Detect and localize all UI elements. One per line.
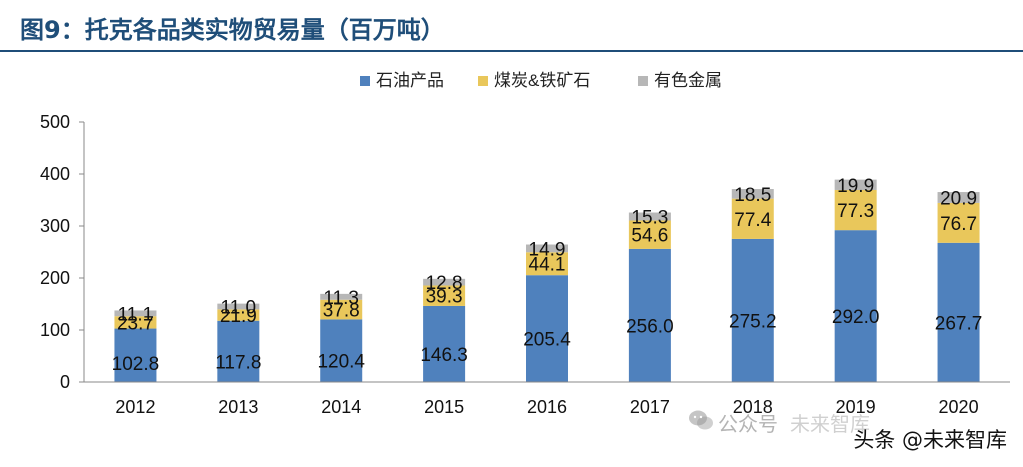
y-tick-label-500: 500 [40,112,70,132]
toutiao-watermark: 头条 @未来智库 [853,428,1007,452]
bar-2014-0 [320,319,363,382]
bar-2016-0 [526,275,568,382]
value-label-2019-0: 292.0 [832,307,880,328]
legend-label-0: 石油产品 [376,71,444,90]
bar-2020-2 [937,192,980,203]
wechat-watermark: 公众号 未来智库 [688,408,870,437]
bar-2018-1 [731,198,774,239]
bar-2019-2 [834,179,877,190]
value-label-2014-0: 120.4 [317,352,365,373]
legend-label-2: 有色金属 [654,71,722,90]
bar-2013-0 [217,320,260,382]
value-label-2016-2: 14.9 [529,239,566,260]
bar-2015-0 [423,305,466,382]
bar-2020-1 [937,202,980,243]
value-label-2012-2: 11.1 [118,304,154,325]
value-label-2012-0: 102.8 [112,354,160,375]
bars: 102.8 23.711.1 117.8 21.911.0 120.4 37.811.3 1… [112,176,983,382]
legend-swatch-1 [478,76,488,86]
legend-label-1: 煤炭&铁矿石 [494,71,590,90]
value-label-2013-0: 117.8 [215,352,261,373]
x-tick-label-2018: 2018 [733,397,773,417]
bar-2015-2 [423,278,466,286]
bar-2012-1 [114,316,157,329]
value-label-2014-1: 37.8 [323,301,360,322]
figure-title: 图9：托克各品类实物贸易量（百万吨） [20,16,445,44]
wechat-brand: 未来智库 [790,412,870,436]
value-label-2013-2: 11.0 [221,297,257,318]
y-tick-label-400: 400 [40,164,70,184]
bar-2016-1 [526,252,568,276]
x-tick-label-2014: 2014 [321,397,361,417]
bar-2020-0 [937,242,980,382]
value-label-2019-2: 19.9 [837,176,874,197]
value-label-2016-0: 205.4 [523,330,571,351]
y-tick-label-0: 0 [60,372,70,392]
bar-2019-1 [834,189,877,231]
x-tick-label-2016: 2016 [527,397,567,417]
title-bar: 图9：托克各品类实物贸易量（百万吨） [0,0,1023,52]
y-tick-label-100: 100 [40,320,70,340]
bar-2017-1 [628,220,671,249]
bar-2014-1 [320,299,363,320]
x-tick-label-2015: 2015 [424,397,464,417]
bar-2017-0 [628,248,671,382]
value-label-2020-0: 267.7 [935,313,983,334]
value-label-2015-0: 146.3 [420,345,468,366]
value-label-2016-1: 44.1 [529,255,566,276]
value-label-2017-1: 54.6 [631,226,668,247]
legend-swatch-0 [360,76,370,86]
wechat-label: 公众号 [718,412,778,436]
bar-2012-0 [114,328,157,382]
bar-2014-2 [320,293,363,300]
x-tick-label-2012: 2012 [115,397,155,417]
value-label-2012-1: 23.7 [117,313,154,334]
bar-2012-2 [114,310,157,317]
value-label-2018-1: 77.4 [734,210,771,231]
y-tick-label-300: 300 [40,216,70,236]
value-label-2018-0: 275.2 [729,311,777,332]
value-label-2015-1: 39.3 [426,287,463,308]
x-tick-label-2020: 2020 [939,397,979,417]
bar-2013-1 [217,309,260,321]
bar-2018-2 [731,189,774,199]
value-label-2015-2: 12.8 [426,273,463,294]
x-tick-label-2019: 2019 [836,397,876,417]
legend: 石油产品 煤炭&铁矿石 有色金属 [360,71,722,90]
wechat-icon [688,409,714,436]
value-label-2020-2: 20.9 [940,188,977,209]
x-tick-label-2017: 2017 [630,397,670,417]
bar-2018-0 [731,238,774,382]
bar-2013-2 [217,303,260,310]
y-axis: 0 100 200 300 400 500 [40,112,85,392]
value-label-2014-2: 11.3 [323,288,359,309]
value-label-2020-1: 76.7 [940,214,977,235]
bar-2017-2 [628,212,671,221]
value-label-2013-1: 21.9 [220,306,257,327]
bar-2016-2 [526,244,568,253]
legend-swatch-2 [638,76,648,86]
bar-2019-0 [834,230,877,382]
y-tick-label-200: 200 [40,268,70,288]
value-label-2017-0: 256.0 [626,316,674,337]
x-axis: 2012 2013 2014 2015 2016 2017 2018 2019 2020 [84,381,1010,417]
value-label-2018-2: 18.5 [734,185,771,206]
value-label-2019-1: 77.3 [837,201,874,222]
value-label-2017-2: 15.3 [631,208,668,229]
bar-2015-1 [423,285,466,306]
x-tick-label-2013: 2013 [218,397,258,417]
